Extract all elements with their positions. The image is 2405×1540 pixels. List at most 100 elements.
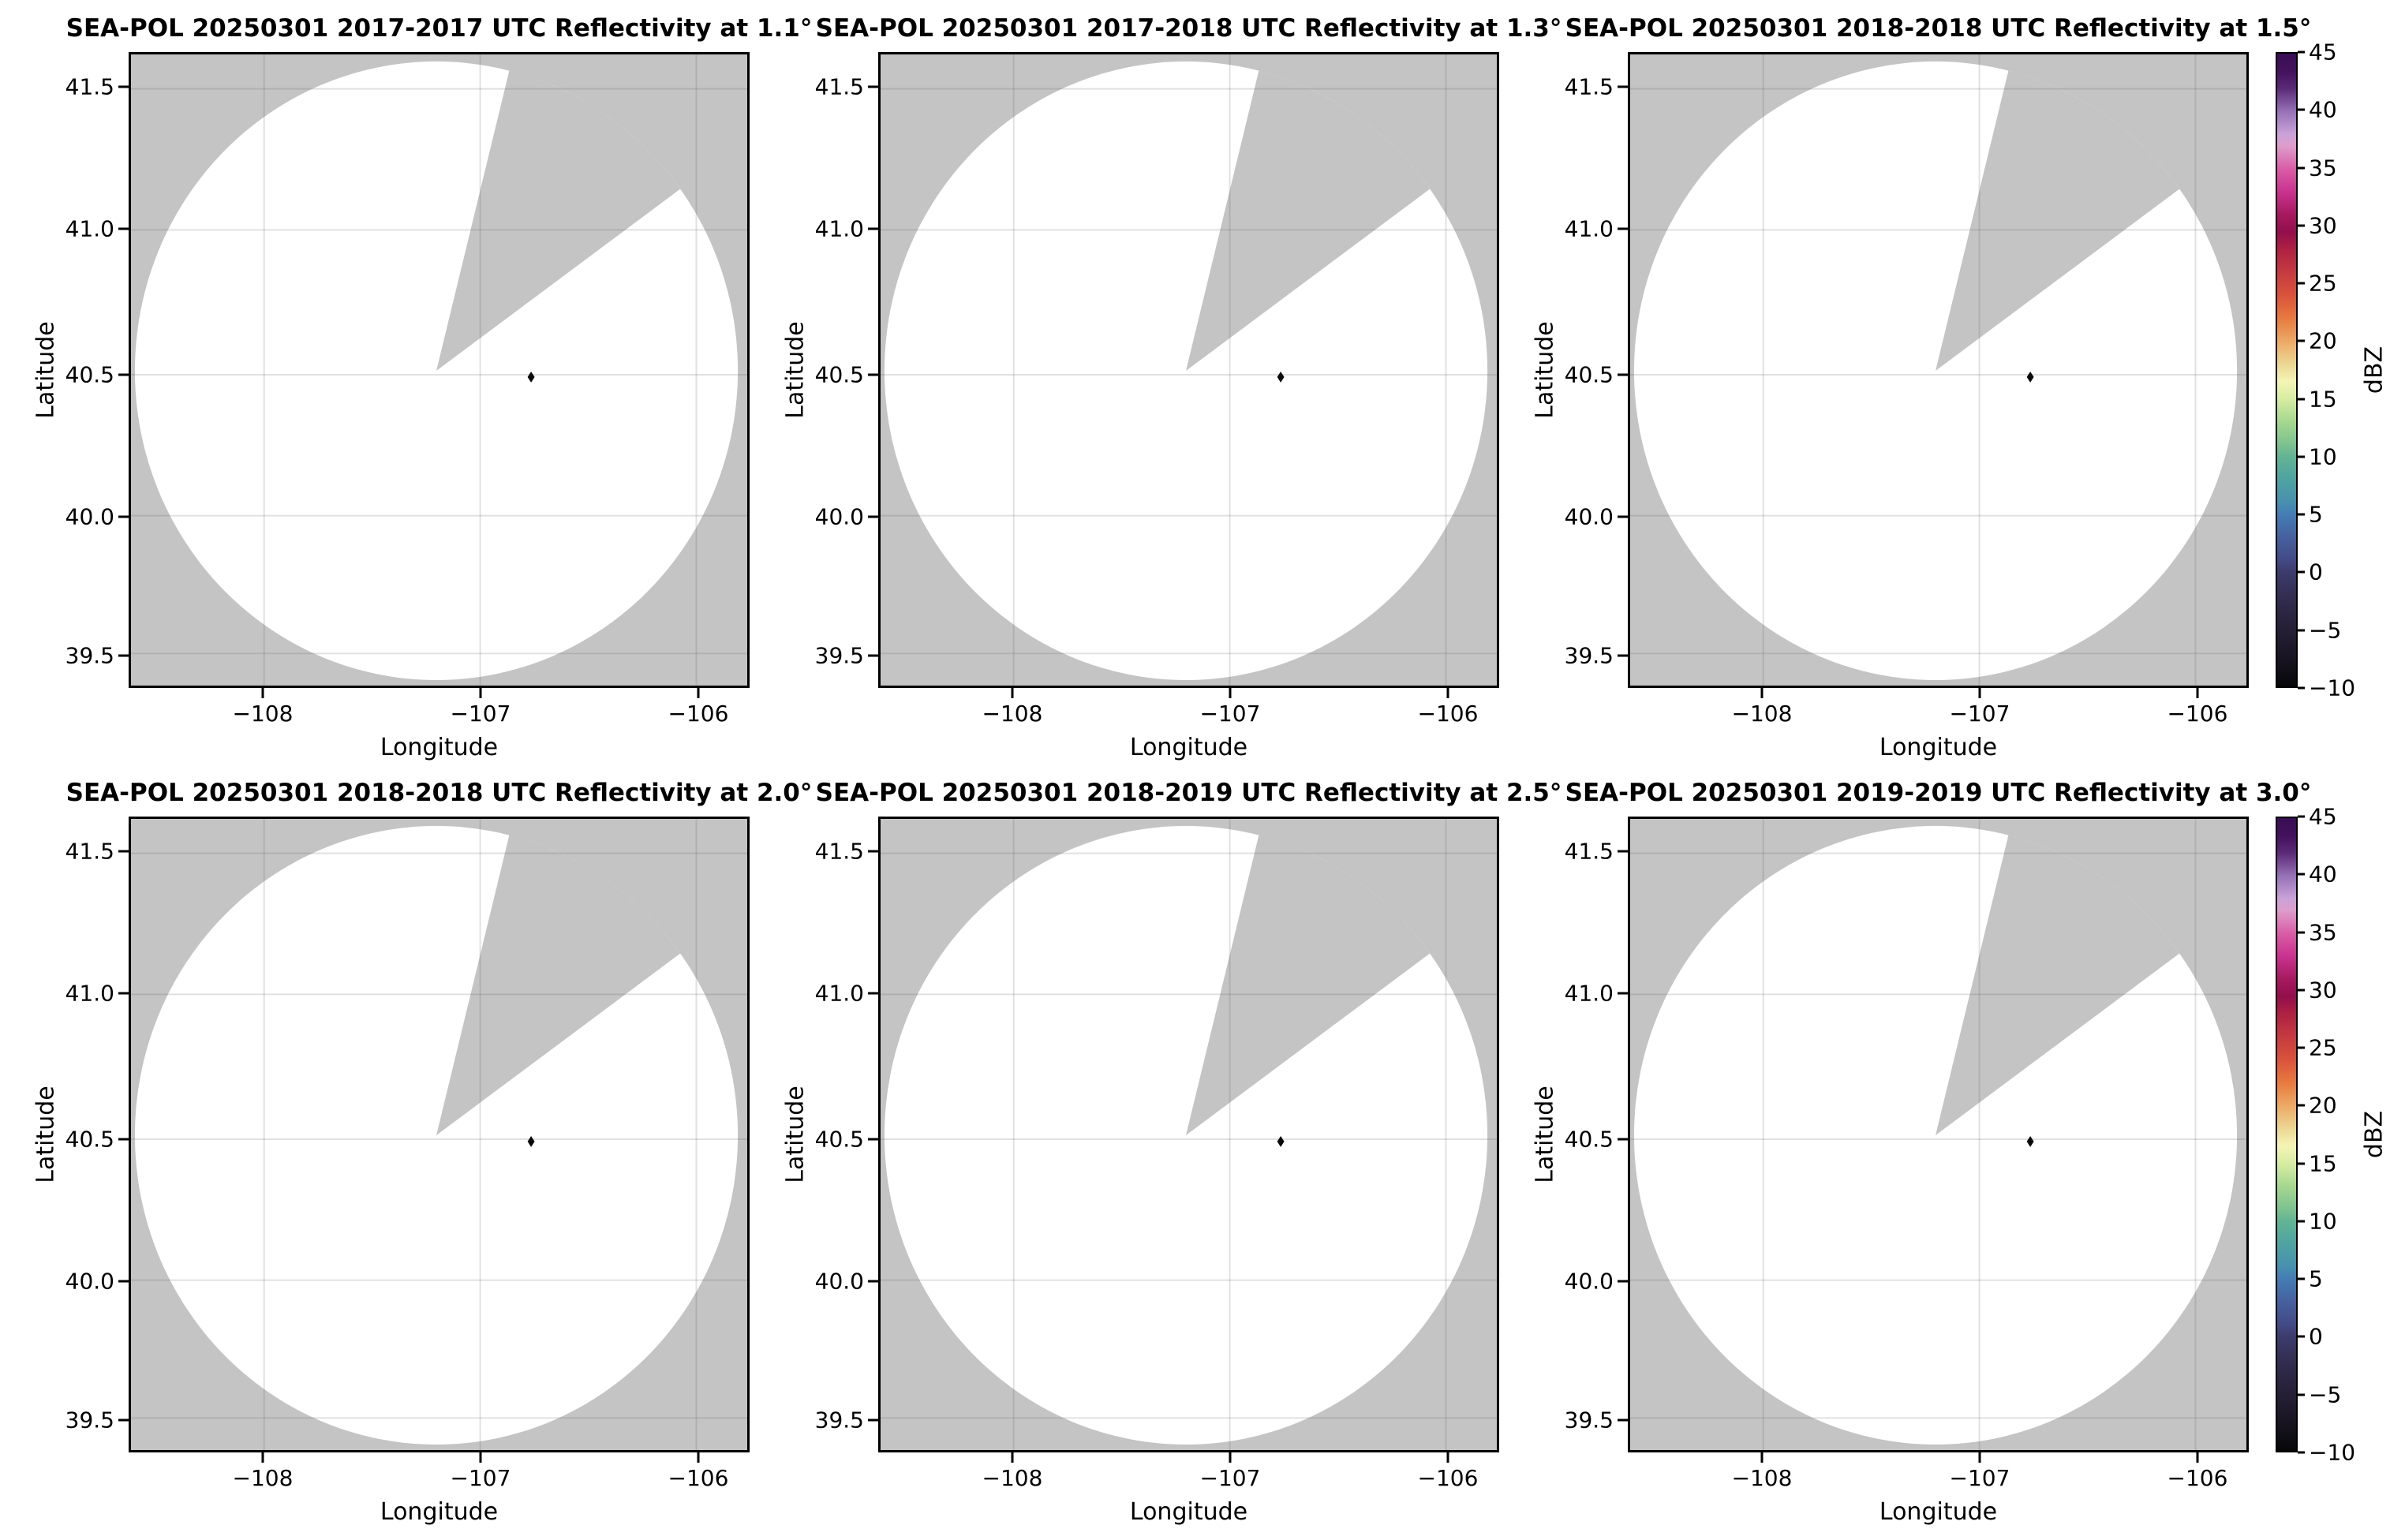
x-tick-label: −106 [668, 1465, 729, 1491]
x-tick-label: −107 [1199, 1465, 1261, 1491]
x-tick-mark [1760, 688, 1764, 698]
radar-plot-svg [881, 819, 1497, 1450]
colorbar-tick-label: 30 [2309, 212, 2337, 239]
x-tick-mark [1978, 1452, 1981, 1463]
x-axis-label: Longitude [1879, 734, 1998, 761]
x-tick-mark [1011, 688, 1014, 698]
y-tick-label: 39.5 [65, 1407, 114, 1433]
x-tick-label: −108 [982, 1465, 1043, 1491]
y-axis-label: Latitude [32, 1086, 60, 1183]
y-tick-label: 39.5 [1564, 1407, 1614, 1433]
panel-title: SEA-POL 20250301 2017-2018 UTC Reflectiv… [815, 14, 1562, 43]
colorbar-tick-mark [2298, 1162, 2305, 1165]
grid-lines [131, 819, 747, 1450]
y-tick-label: 40.5 [1564, 361, 1614, 388]
y-tick-label: 40.5 [1564, 1126, 1614, 1153]
colorbar-tick-mark [2298, 570, 2305, 574]
colorbar-row-1: 45 40 35 30 25 20 15 10 5 0 −5 −10 dBZ [2276, 39, 2388, 701]
y-tick-label: 39.5 [814, 642, 864, 669]
colorbar-tick-label: 40 [2309, 96, 2337, 123]
radar-echo-marker [527, 371, 535, 383]
colorbar-tick-label: 45 [2309, 39, 2337, 65]
colorbar-tick-mark [2298, 989, 2305, 992]
y-tick-mark [868, 515, 878, 518]
colorbar-units-label: dBZ [2360, 346, 2388, 394]
colorbar-tick-mark [2298, 1046, 2305, 1049]
y-tick-label: 41.0 [65, 215, 114, 242]
colorbar-row-2: 45 40 35 30 25 20 15 10 5 0 −5 −10 dBZ [2276, 804, 2388, 1466]
colorbar-tick-label: 5 [2309, 1265, 2323, 1292]
colorbar-tick-mark [2298, 398, 2305, 401]
y-tick-mark [118, 1419, 129, 1422]
colorbar-tick-mark [2298, 166, 2305, 170]
y-tick-label: 40.0 [65, 503, 114, 530]
colorbar-tick-mark [2298, 931, 2305, 934]
x-tick-label: −106 [2167, 701, 2228, 727]
x-tick-mark [1446, 1452, 1449, 1463]
radar-plot-svg [881, 54, 1497, 686]
radar-echo-marker [2026, 1135, 2034, 1147]
x-tick-label: −107 [450, 1465, 511, 1491]
y-tick-label: 41.0 [1564, 215, 1614, 242]
missing-data-sector [1936, 70, 2180, 371]
x-axis-label: Longitude [1129, 1498, 1248, 1526]
colorbar-tick-mark [2298, 282, 2305, 285]
y-tick-mark [868, 1138, 878, 1141]
x-tick-label: −106 [1417, 1465, 1479, 1491]
colorbar-tick-label: 25 [2309, 1034, 2337, 1061]
x-tick-mark [479, 1452, 482, 1463]
grid-lines [881, 819, 1497, 1450]
y-tick-mark [1618, 515, 1628, 518]
panel-title: SEA-POL 20250301 2018-2018 UTC Reflectiv… [65, 779, 813, 807]
plot-area [878, 52, 1499, 688]
colorbar-units-label: dBZ [2360, 1110, 2388, 1159]
y-tick-label: 40.5 [814, 361, 864, 388]
panel-title: SEA-POL 20250301 2018-2019 UTC Reflectiv… [815, 779, 1562, 807]
x-tick-label: −108 [1731, 1465, 1793, 1491]
y-axis-label: Latitude [781, 1086, 810, 1183]
x-tick-label: −107 [450, 701, 511, 727]
panel-title: SEA-POL 20250301 2019-2019 UTC Reflectiv… [1565, 779, 2312, 807]
colorbar-tick-label: 20 [2309, 1092, 2337, 1119]
x-tick-mark [1011, 1452, 1014, 1463]
y-tick-mark [868, 654, 878, 657]
missing-data-sector [436, 835, 681, 1135]
y-tick-mark [1618, 1138, 1628, 1141]
radar-echo-marker [1277, 1135, 1285, 1147]
y-tick-mark [118, 1280, 129, 1283]
y-tick-mark [1618, 373, 1628, 376]
colorbar-tick-mark [2298, 1220, 2305, 1223]
y-axis-label: Latitude [781, 321, 810, 419]
x-tick-label: −106 [668, 701, 729, 727]
y-tick-mark [868, 85, 878, 88]
plot-area [1628, 817, 2249, 1452]
colorbar-tick-mark [2298, 455, 2305, 458]
panel-title: SEA-POL 20250301 2018-2018 UTC Reflectiv… [1565, 14, 2312, 43]
y-tick-mark [118, 227, 129, 230]
panel-title: SEA-POL 20250301 2017-2017 UTC Reflectiv… [65, 14, 813, 43]
y-tick-label: 41.0 [1564, 980, 1614, 1007]
y-tick-label: 40.0 [1564, 503, 1614, 530]
y-tick-label: 40.5 [65, 1126, 114, 1153]
y-tick-mark [118, 373, 129, 376]
y-tick-mark [868, 850, 878, 853]
y-tick-mark [118, 85, 129, 88]
x-tick-mark [1229, 688, 1232, 698]
x-tick-mark [1446, 688, 1449, 698]
radar-plot-svg [131, 819, 747, 1450]
colorbar-tick-label: −5 [2309, 1381, 2342, 1408]
radar-panel-4: SEA-POL 20250301 2018-2018 UTC Reflectiv… [32, 779, 813, 1526]
radar-plot-svg [1630, 54, 2246, 686]
grid-lines [881, 54, 1497, 686]
y-tick-label: 39.5 [814, 1407, 864, 1433]
y-tick-label: 41.0 [814, 215, 864, 242]
y-tick-mark [1618, 1419, 1628, 1422]
colorbar-tick-label: 5 [2309, 501, 2323, 528]
colorbar-tick-mark [2298, 108, 2305, 111]
missing-data-sector [1936, 835, 2180, 1135]
colorbar-gradient [2276, 817, 2298, 1452]
x-tick-mark [479, 688, 482, 698]
y-tick-label: 41.5 [65, 73, 114, 100]
x-axis-label: Longitude [380, 1498, 499, 1526]
colorbar-tick-mark [2298, 513, 2305, 516]
